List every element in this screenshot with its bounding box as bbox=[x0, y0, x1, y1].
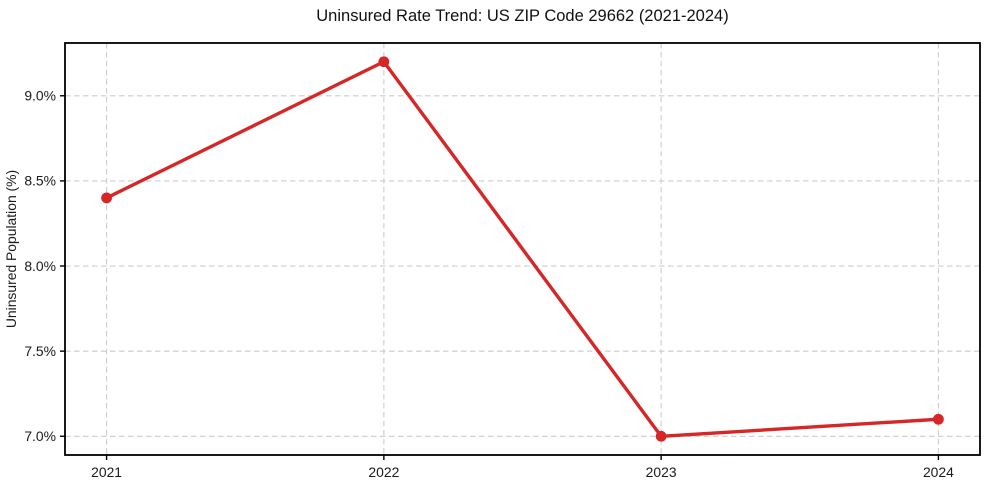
y-tick-label: 8.5% bbox=[24, 173, 56, 189]
data-point bbox=[655, 430, 667, 442]
y-tick-label: 7.5% bbox=[24, 343, 56, 359]
x-tick-label: 2024 bbox=[923, 464, 954, 480]
x-tick-label: 2022 bbox=[368, 464, 399, 480]
data-point bbox=[933, 413, 944, 425]
y-axis-label: Uninsured Population (%) bbox=[3, 170, 19, 328]
y-tick-label: 8.0% bbox=[24, 258, 56, 274]
data-point bbox=[101, 192, 112, 204]
x-tick-label: 2021 bbox=[91, 464, 122, 480]
y-tick-label: 9.0% bbox=[24, 88, 56, 104]
x-tick-label: 2023 bbox=[646, 464, 677, 480]
y-tick-label: 7.0% bbox=[24, 428, 56, 444]
data-point bbox=[378, 56, 390, 68]
chart-title: Uninsured Rate Trend: US ZIP Code 29662 … bbox=[316, 7, 728, 25]
plot-area: 2021 2022 2023 2024 7.0% 7.5% 8.0% 8.5% 9.0% bbox=[24, 42, 981, 480]
trend-line bbox=[104, 60, 941, 438]
plot-border bbox=[64, 42, 981, 456]
